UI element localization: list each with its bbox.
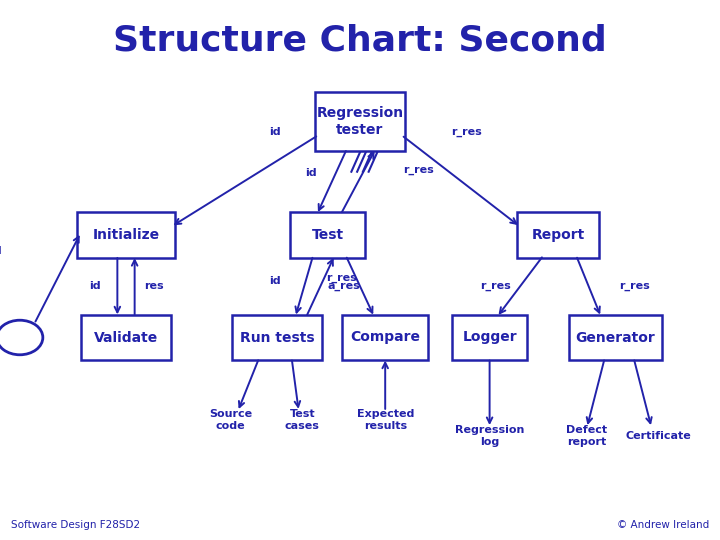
Text: Software Design F28SD2: Software Design F28SD2	[11, 520, 140, 530]
Text: © Andrew Ireland: © Andrew Ireland	[617, 520, 709, 530]
FancyBboxPatch shape	[78, 212, 174, 258]
Text: r_res: r_res	[480, 281, 511, 291]
FancyBboxPatch shape	[569, 314, 662, 361]
Text: id: id	[89, 281, 101, 291]
Text: r_res: r_res	[451, 127, 482, 137]
FancyBboxPatch shape	[315, 92, 405, 151]
Text: Test: Test	[312, 228, 343, 242]
Text: Generator: Generator	[576, 330, 655, 345]
Text: Compare: Compare	[350, 330, 420, 345]
FancyBboxPatch shape	[342, 314, 428, 361]
Text: Validate: Validate	[94, 330, 158, 345]
FancyBboxPatch shape	[289, 212, 366, 258]
FancyBboxPatch shape	[517, 212, 599, 258]
Text: Report: Report	[531, 228, 585, 242]
Text: Expected
results: Expected results	[356, 409, 414, 431]
Text: res: res	[144, 281, 163, 291]
Text: Logger: Logger	[462, 330, 517, 345]
Text: id: id	[269, 127, 282, 137]
Text: Initialize: Initialize	[92, 228, 160, 242]
Text: Regression
tester: Regression tester	[316, 106, 404, 137]
Text: Regression
log: Regression log	[455, 426, 524, 447]
Text: id: id	[0, 246, 1, 256]
Text: Test
cases: Test cases	[285, 409, 320, 431]
Text: Source
code: Source code	[209, 409, 252, 431]
Text: id: id	[305, 168, 317, 178]
Text: a_res: a_res	[328, 281, 360, 291]
Text: r_res: r_res	[325, 273, 356, 283]
Text: Certificate: Certificate	[626, 431, 692, 441]
FancyBboxPatch shape	[452, 314, 527, 361]
Text: r_res: r_res	[619, 281, 650, 291]
FancyBboxPatch shape	[81, 314, 171, 361]
Text: Defect
report: Defect report	[566, 426, 608, 447]
Text: Structure Chart: Second: Structure Chart: Second	[113, 24, 607, 57]
Text: Run tests: Run tests	[240, 330, 315, 345]
Text: r_res: r_res	[403, 165, 434, 175]
Text: id: id	[269, 276, 281, 286]
FancyBboxPatch shape	[232, 314, 323, 361]
